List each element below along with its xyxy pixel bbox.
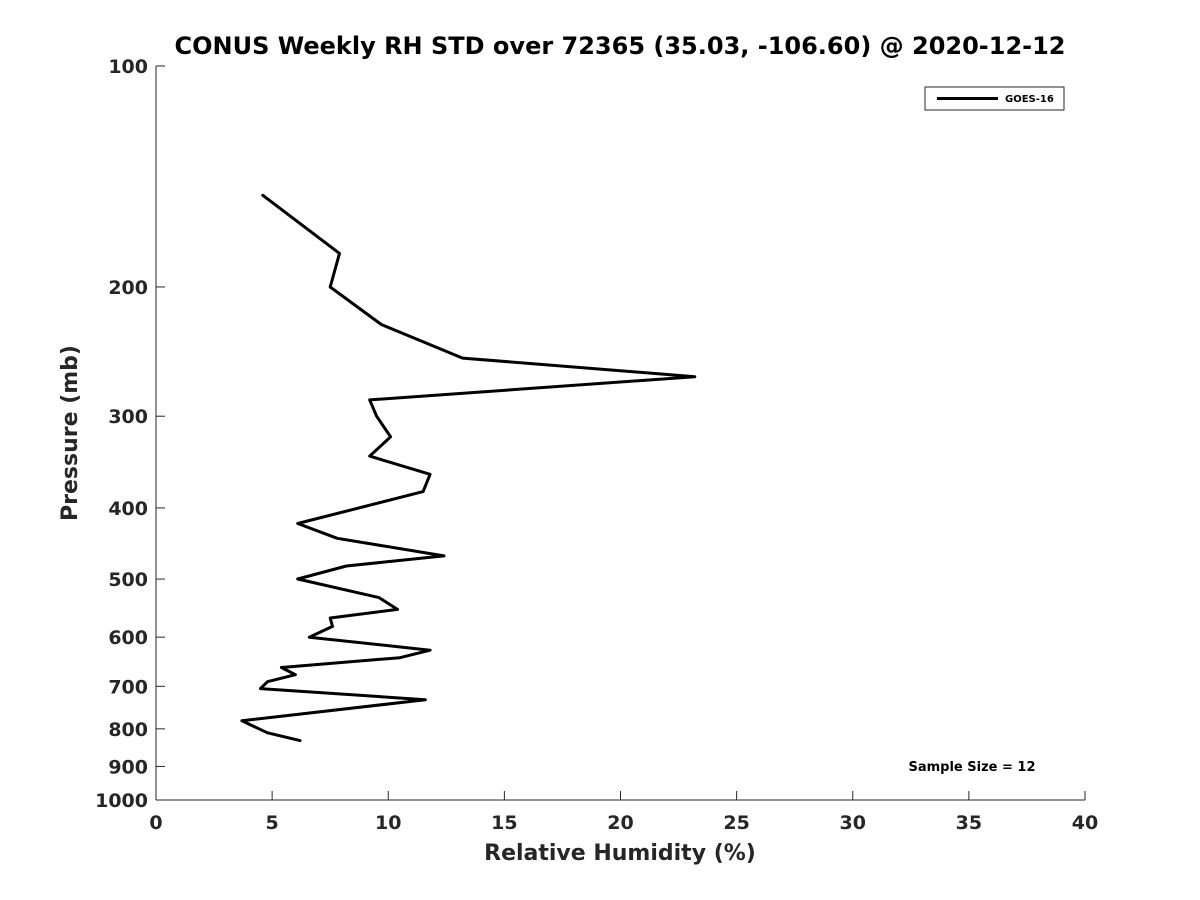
- y-tick-label: 500: [108, 569, 148, 591]
- legend: GOES-16: [924, 86, 1065, 111]
- y-axis-ticks: 100 200 300 400 500 600 700 800 900 1000: [95, 56, 165, 812]
- x-tick-label: 0: [149, 812, 162, 834]
- y-tick-label: 1000: [95, 790, 148, 812]
- legend-label-goes16: GOES-16: [1005, 94, 1054, 105]
- x-tick-label: 20: [607, 812, 633, 834]
- x-tick-label: 15: [491, 812, 517, 834]
- x-tick-label: 30: [840, 812, 866, 834]
- y-tick-label: 800: [108, 719, 148, 741]
- y-tick-label: 100: [108, 56, 148, 78]
- x-tick-label: 5: [266, 812, 279, 834]
- x-axis-label: Relative Humidity (%): [484, 841, 756, 866]
- y-tick-label: 300: [108, 406, 148, 428]
- x-tick-label: 25: [723, 812, 749, 834]
- series-line-goes16: [240, 193, 697, 743]
- y-tick-label: 700: [108, 676, 148, 698]
- y-tick-label: 600: [108, 627, 148, 649]
- x-tick-label: 40: [1072, 812, 1098, 834]
- y-tick-label: 400: [108, 498, 148, 520]
- y-tick-label: 900: [108, 756, 148, 778]
- x-tick-label: 10: [375, 812, 401, 834]
- series-layer: [240, 193, 697, 743]
- y-axis-label: Pressure (mb): [58, 345, 83, 521]
- sample-size-annotation: Sample Size = 12: [908, 760, 1035, 775]
- y-tick-label: 200: [108, 277, 148, 299]
- x-axis-ticks: 0 5 10 15 20 25 30 35 40: [149, 791, 1098, 834]
- chart-title: CONUS Weekly RH STD over 72365 (35.03, -…: [174, 32, 1065, 60]
- x-tick-label: 35: [956, 812, 982, 834]
